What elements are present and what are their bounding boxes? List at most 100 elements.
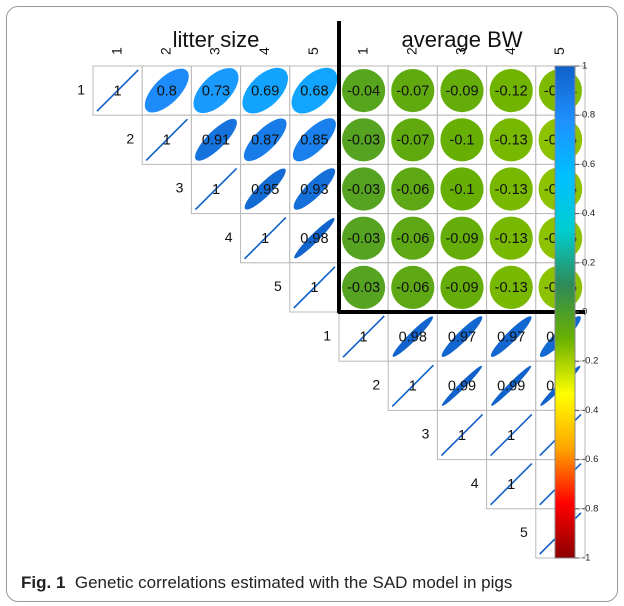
correlation-value: 0.95 <box>251 182 279 198</box>
colorbar-tick-label: 0.2 <box>582 257 595 268</box>
correlation-ellipse <box>392 316 434 357</box>
correlation-value: -0.1 <box>450 182 475 198</box>
row-label: 3 <box>176 180 184 196</box>
correlation-line <box>342 315 385 358</box>
colorbar-tick-label: -0.2 <box>582 356 598 367</box>
correlation-cell: -0.13 <box>486 262 537 313</box>
correlation-line <box>490 413 533 457</box>
correlation-value: 0.69 <box>251 83 279 99</box>
correlation-value: -0.03 <box>347 133 380 149</box>
correlation-cell: 1 <box>387 360 438 411</box>
correlation-cell: -0.06 <box>387 163 438 215</box>
correlation-ellipse <box>144 68 189 113</box>
correlation-cell: 0.98 <box>289 213 340 264</box>
colorbar-tick-label: -0.8 <box>582 503 598 514</box>
correlation-value: -0.07 <box>396 83 429 99</box>
correlation-line <box>145 118 188 161</box>
correlation-circle <box>342 216 386 260</box>
group-title: average BW <box>401 27 522 52</box>
correlation-cell: -0.04 <box>338 65 389 116</box>
correlation-cell: 1 <box>92 65 143 116</box>
correlation-value: 0.97 <box>448 329 476 345</box>
row-label: 5 <box>274 278 282 294</box>
correlation-circle <box>391 118 435 162</box>
colorbar-tick-label: 0.6 <box>582 159 595 170</box>
correlation-circle <box>391 69 435 113</box>
colorbar-tick-label: -0.6 <box>582 454 598 465</box>
correlation-cell: -0.09 <box>436 213 488 264</box>
row-label: 3 <box>422 426 430 442</box>
correlation-value: 1 <box>310 280 318 296</box>
column-label: 1 <box>354 47 370 55</box>
correlation-ellipse <box>291 67 338 114</box>
correlation-value: -0.07 <box>396 133 429 149</box>
correlation-value: -0.13 <box>495 182 528 198</box>
correlation-ellipse <box>490 316 532 357</box>
correlation-value: -0.13 <box>495 231 528 247</box>
correlation-ellipse <box>441 316 483 357</box>
correlation-value: -0.03 <box>347 231 380 247</box>
correlation-circle <box>489 118 533 162</box>
correlation-cell: 0.98 <box>387 311 438 362</box>
correlation-value: -0.12 <box>495 83 528 99</box>
correlation-value: 1 <box>458 428 466 444</box>
correlation-circle <box>440 118 484 162</box>
correlation-cell: 0.68 <box>289 65 340 116</box>
correlation-cell: -0.07 <box>387 65 438 116</box>
correlation-value: 0.99 <box>497 379 525 395</box>
caption-text: Genetic correlations estimated with the … <box>74 573 513 592</box>
correlation-cell: -0.07 <box>387 114 438 165</box>
correlation-ellipse <box>292 118 336 162</box>
row-label: 2 <box>126 131 134 147</box>
correlation-value: 1 <box>212 182 220 198</box>
correlation-value: -0.06 <box>396 280 429 296</box>
column-label: 4 <box>502 47 518 55</box>
correlation-circle <box>342 265 386 309</box>
row-label: 4 <box>471 475 479 491</box>
correlation-ellipse <box>293 168 336 210</box>
correlation-cell: 1 <box>486 459 537 510</box>
correlation-ellipse <box>294 217 335 259</box>
correlation-cell: 0.99 <box>486 360 537 411</box>
correlation-circle <box>440 265 484 309</box>
correlation-value: 1 <box>507 428 515 444</box>
correlation-value: 0.91 <box>202 133 230 149</box>
column-label: 2 <box>158 47 174 55</box>
row-label: 1 <box>323 327 331 343</box>
correlation-cell: -0.06 <box>387 213 438 264</box>
correlation-circle <box>391 216 435 260</box>
correlation-cell: 0.99 <box>436 360 488 411</box>
correlation-cell: -0.03 <box>338 163 389 215</box>
correlation-cell: -0.06 <box>387 262 438 313</box>
correlation-cell: -0.09 <box>436 65 488 116</box>
row-label: 1 <box>77 81 85 97</box>
correlation-cell: -0.03 <box>338 114 389 165</box>
correlation-cell: -0.1 <box>436 114 488 165</box>
correlation-cell: -0.13 <box>486 213 537 264</box>
correlation-value: -0.04 <box>347 83 380 99</box>
correlation-cell: 1 <box>190 163 242 215</box>
figure-frame: litter size average BW 1 2 3 4 5 1 2 3 4 5 1 1 0.8 0.73… <box>6 6 618 602</box>
correlation-value: 0.8 <box>157 83 177 99</box>
correlation-value: -0.09 <box>445 231 478 247</box>
correlation-value: -0.13 <box>495 280 528 296</box>
correlation-value: 0.85 <box>300 133 328 149</box>
figure-caption: Fig. 1 Genetic correlations estimated wi… <box>21 573 512 593</box>
correlation-cell: 0.87 <box>240 114 291 165</box>
correlation-line <box>194 167 238 211</box>
correlation-value: -0.13 <box>495 133 528 149</box>
correlation-cell: -0.09 <box>436 262 488 313</box>
correlation-circle <box>391 167 435 211</box>
correlation-value: 1 <box>261 231 269 247</box>
correlation-circle <box>489 265 533 309</box>
correlation-cell: -0.03 <box>338 213 389 264</box>
correlation-value: 0.97 <box>497 329 525 345</box>
correlation-cell: 0.8 <box>141 65 192 116</box>
colorbar-tick-label: 0.4 <box>582 208 595 219</box>
correlation-cell: -0.13 <box>486 163 537 215</box>
correlation-circle <box>342 167 386 211</box>
row-label: 4 <box>225 229 233 245</box>
correlation-cell: 1 <box>486 409 537 461</box>
correlation-cell: -0.12 <box>486 65 537 116</box>
column-label: 5 <box>305 47 321 55</box>
